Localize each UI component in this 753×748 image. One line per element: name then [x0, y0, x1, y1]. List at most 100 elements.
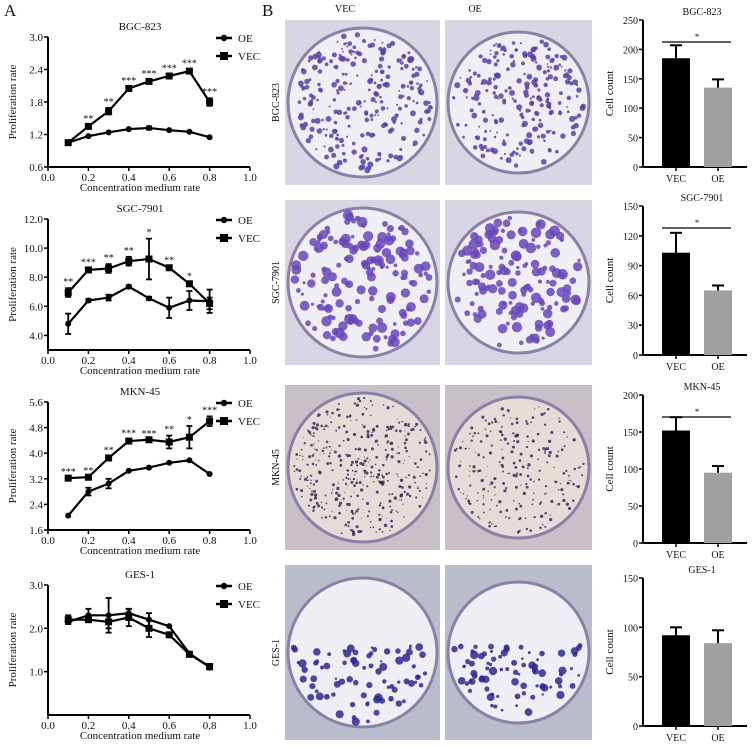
colony — [499, 156, 503, 160]
colony — [398, 499, 400, 501]
colony — [539, 103, 544, 108]
colony — [341, 33, 347, 39]
colony — [321, 516, 323, 519]
colony — [374, 69, 379, 73]
data-point-vec — [185, 67, 193, 75]
colony — [290, 644, 297, 651]
colony — [401, 420, 404, 423]
colony — [514, 485, 518, 489]
colony — [342, 479, 345, 481]
colony — [554, 677, 563, 685]
colony — [467, 688, 473, 693]
colony — [467, 499, 471, 503]
colony — [561, 54, 568, 61]
colony — [469, 261, 478, 270]
colony — [397, 226, 402, 231]
colony — [347, 477, 350, 480]
colony — [464, 681, 470, 686]
colony — [490, 656, 497, 662]
colony — [547, 148, 552, 153]
colony — [470, 510, 474, 514]
colony — [383, 335, 388, 340]
bar-oe — [704, 643, 732, 726]
colony — [402, 54, 406, 57]
colony — [547, 439, 552, 443]
colony — [331, 483, 335, 487]
y-tick-label: 50 — [628, 673, 638, 684]
colony — [386, 440, 390, 444]
colony — [512, 461, 516, 465]
colony — [536, 658, 539, 662]
colony — [499, 510, 503, 514]
colony — [323, 452, 325, 455]
colony — [525, 445, 529, 449]
x-tick-label: 0.6 — [162, 172, 176, 184]
colony — [357, 447, 362, 451]
colony — [499, 255, 504, 260]
significance-label: *** — [162, 63, 177, 74]
colony — [479, 286, 487, 295]
colony — [331, 315, 336, 321]
colony — [530, 421, 533, 424]
y-tick-label: 60 — [628, 291, 638, 302]
y-tick-label: 10.0 — [24, 243, 44, 255]
colony — [307, 504, 310, 507]
colony — [368, 510, 371, 513]
colony — [525, 335, 534, 344]
colony — [345, 212, 355, 222]
data-point-oe — [206, 134, 213, 141]
colony — [376, 317, 384, 325]
colony — [424, 472, 428, 477]
x-tick-label: VEC — [666, 174, 686, 185]
colony — [325, 410, 329, 414]
colony — [413, 317, 422, 325]
colony — [424, 440, 428, 444]
colony — [309, 498, 313, 502]
colony — [322, 447, 325, 450]
colony — [352, 432, 357, 437]
colony — [566, 110, 570, 114]
colony — [554, 480, 558, 484]
colony — [473, 432, 477, 435]
colony — [313, 453, 315, 455]
colony — [493, 62, 498, 67]
colony — [550, 431, 554, 435]
colony — [395, 510, 397, 512]
colony — [368, 323, 378, 333]
colony — [402, 320, 409, 326]
colony — [350, 420, 352, 422]
colony — [390, 455, 394, 459]
colony — [561, 294, 571, 303]
colony — [526, 73, 533, 80]
x-tick-label: 0.2 — [82, 535, 96, 547]
colony — [345, 304, 352, 312]
colony — [365, 156, 370, 161]
colony — [403, 63, 409, 69]
colony — [509, 89, 515, 96]
colony — [474, 451, 476, 453]
y-tick-label: 8.0 — [29, 272, 43, 284]
colony-photo-mkn-45-oe — [445, 385, 592, 550]
colony — [556, 504, 558, 506]
data-point-vec — [125, 257, 133, 265]
colony — [489, 130, 492, 132]
colony — [310, 272, 316, 278]
colony — [562, 305, 569, 312]
colony — [355, 419, 357, 421]
colony — [365, 465, 367, 467]
culture-plate — [446, 30, 591, 175]
colony — [515, 472, 519, 475]
x-tick-label: OE — [711, 174, 724, 185]
colony — [308, 134, 314, 140]
colony — [482, 57, 488, 64]
colony — [408, 494, 412, 498]
colony — [337, 426, 341, 429]
colony — [554, 53, 559, 59]
y-tick-label: 0 — [633, 722, 638, 733]
colony — [406, 318, 416, 327]
colony — [306, 463, 309, 466]
colony — [493, 486, 496, 489]
colony — [418, 89, 425, 96]
colony — [349, 701, 356, 708]
colony — [335, 78, 340, 84]
